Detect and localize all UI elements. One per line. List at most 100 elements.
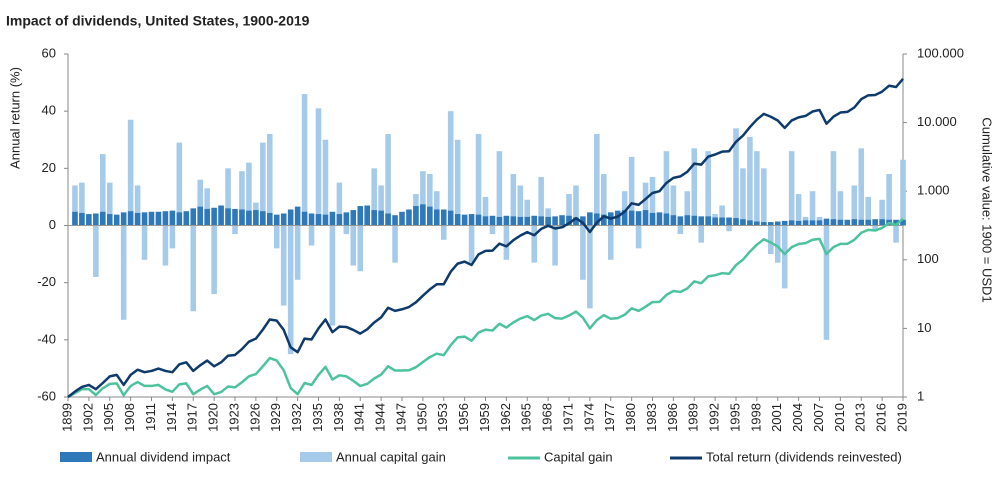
bar xyxy=(475,134,482,226)
x-tick-label: 1923 xyxy=(226,403,241,432)
bar xyxy=(260,211,266,226)
bar xyxy=(100,154,106,226)
x-tick-label: 1980 xyxy=(623,403,638,432)
legend-label: Annual capital gain xyxy=(336,449,446,464)
bar xyxy=(461,214,468,226)
bar xyxy=(434,209,440,226)
bar xyxy=(684,191,691,226)
bar xyxy=(621,191,628,226)
bar xyxy=(100,211,106,226)
bar xyxy=(552,216,558,226)
bar xyxy=(392,215,398,226)
bar xyxy=(580,216,586,226)
bar xyxy=(851,185,858,226)
bar xyxy=(176,212,183,226)
x-tick-label: 1956 xyxy=(456,403,471,432)
x-tick-label: 1938 xyxy=(331,403,346,432)
bar xyxy=(329,225,336,326)
bar xyxy=(705,151,711,226)
bar xyxy=(823,218,830,226)
x-tick-label: 1926 xyxy=(247,403,262,432)
bar xyxy=(545,216,551,226)
bar xyxy=(225,168,231,226)
bar xyxy=(447,210,454,226)
bar xyxy=(879,199,885,226)
y-tick-label: 60 xyxy=(42,45,56,60)
bar xyxy=(93,225,99,277)
bar xyxy=(127,211,134,226)
bar xyxy=(684,215,691,226)
bar xyxy=(371,168,377,226)
bar xyxy=(538,216,544,226)
bar xyxy=(357,206,364,226)
bar xyxy=(893,225,899,243)
bar xyxy=(190,225,197,312)
bar xyxy=(900,219,906,226)
bar xyxy=(601,174,607,226)
bar xyxy=(614,210,621,226)
y2-tick-label: 100 xyxy=(917,251,939,266)
legend-swatch xyxy=(300,452,332,462)
bar xyxy=(399,211,405,226)
bar xyxy=(761,222,767,226)
x-tick-label: 1983 xyxy=(644,403,659,432)
bar xyxy=(830,219,837,226)
bar xyxy=(726,225,732,232)
y2-tick-label: 100.000 xyxy=(917,45,964,60)
bar xyxy=(86,214,92,226)
x-tick-label: 1917 xyxy=(185,403,200,432)
x-tick-label: 1902 xyxy=(80,403,95,432)
bar xyxy=(837,219,844,226)
x-tick-label: 1977 xyxy=(602,403,617,432)
y-tick-label: 0 xyxy=(49,217,56,232)
x-tick-label: 1899 xyxy=(59,403,74,432)
bar xyxy=(385,134,391,226)
bar xyxy=(698,225,704,243)
bar xyxy=(106,214,113,226)
bar xyxy=(134,185,141,226)
bar xyxy=(774,221,781,226)
x-tick-label: 1974 xyxy=(581,403,596,432)
bar xyxy=(141,212,148,226)
bar xyxy=(573,185,579,226)
bar xyxy=(719,205,725,226)
legend-swatch xyxy=(60,452,92,462)
x-tick-label: 2019 xyxy=(894,403,909,432)
bar xyxy=(573,217,579,226)
bar xyxy=(795,194,802,226)
bar xyxy=(454,214,461,226)
bar xyxy=(72,185,78,226)
legend-label: Capital gain xyxy=(544,449,613,464)
x-tick-label: 1920 xyxy=(206,403,221,432)
bar xyxy=(267,212,273,226)
bar xyxy=(524,216,531,226)
bar xyxy=(781,225,788,289)
bar xyxy=(559,215,565,226)
bar xyxy=(440,209,447,226)
legend-label: Total return (dividends reinvested) xyxy=(706,449,902,464)
bar xyxy=(427,174,433,226)
bar xyxy=(691,148,698,226)
bar xyxy=(865,196,871,226)
bar xyxy=(280,225,287,306)
bar xyxy=(315,214,322,226)
bar xyxy=(385,213,391,226)
bar xyxy=(552,225,558,266)
bar xyxy=(809,191,816,226)
bar xyxy=(607,225,614,260)
bar xyxy=(788,151,795,226)
bar xyxy=(482,196,489,226)
bar xyxy=(900,159,906,226)
bar xyxy=(336,182,343,226)
bar xyxy=(670,185,677,226)
bar xyxy=(747,220,753,226)
x-tick-label: 2007 xyxy=(811,403,826,432)
bar xyxy=(594,134,600,226)
bar xyxy=(531,225,537,263)
bar xyxy=(218,205,224,226)
bar xyxy=(489,225,496,235)
bar xyxy=(246,162,252,226)
bar xyxy=(322,139,329,226)
bar xyxy=(587,225,593,309)
